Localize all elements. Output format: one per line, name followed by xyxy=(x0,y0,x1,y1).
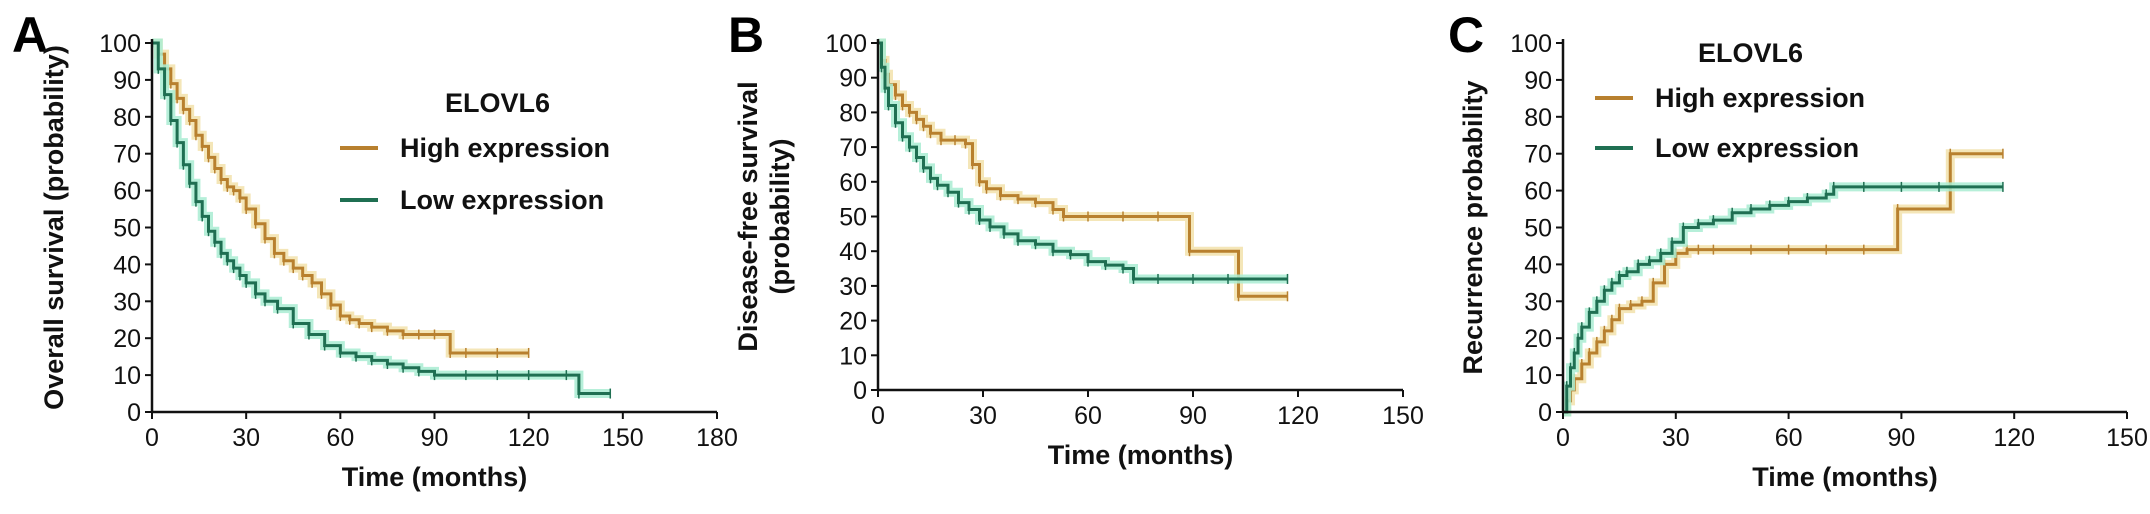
legend-label-high-c: High expression xyxy=(1655,83,1865,113)
y-axis-title-b-line-1: Disease-free survival xyxy=(733,81,763,351)
y-axis-title-a-line-1: Overall survival (probability) xyxy=(39,45,69,410)
legend-c: ELOVL6 High expression Low expression xyxy=(1595,38,1865,163)
y-tick-label: 0 xyxy=(853,377,867,405)
x-tick-label: 90 xyxy=(1887,424,1915,452)
panel-letter-a: A xyxy=(12,7,48,63)
y-tick-label: 30 xyxy=(113,288,141,316)
y-tick-label: 30 xyxy=(839,273,867,301)
y-tick-label: 80 xyxy=(839,99,867,127)
x-tick-label: 0 xyxy=(145,424,159,452)
line-low-expression-a xyxy=(152,41,611,396)
y-tick-label: 100 xyxy=(99,30,141,58)
x-tick-label: 120 xyxy=(508,424,550,452)
panel-letter-c: C xyxy=(1448,7,1484,63)
y-tick-label: 50 xyxy=(1524,215,1552,243)
series-layer-c xyxy=(1562,148,2004,417)
legend-label-low-c: Low expression xyxy=(1655,133,1859,163)
x-tick-label: 150 xyxy=(602,424,644,452)
y-tick-label: 20 xyxy=(839,308,867,336)
x-tick-label: 90 xyxy=(1179,402,1207,430)
legend-a: ELOVL6 High expression Low expression xyxy=(340,88,610,215)
axes-b: 0 10 20 30 40 50 60 70 80 90 100 0 30 60 90 120 150 Time … xyxy=(733,30,1424,470)
line-low-expression-b xyxy=(878,41,1288,281)
x-tick-label: 30 xyxy=(969,402,997,430)
x-tick-label: 120 xyxy=(1277,402,1319,430)
y-tick-label: 40 xyxy=(1524,251,1552,279)
line-low-expression-c xyxy=(1563,185,2003,414)
series-layer-b xyxy=(877,38,1289,302)
x-tick-label: 90 xyxy=(421,424,449,452)
y-tick-label: 40 xyxy=(839,238,867,266)
axes-a: 0 10 20 30 40 50 60 70 80 90 100 0 30 60 90 120 150 180 Ti… xyxy=(39,30,738,492)
y-tick-label: 10 xyxy=(839,342,867,370)
band-high-expression-c xyxy=(1562,149,2003,417)
x-tick-label: 0 xyxy=(1556,424,1570,452)
panel-c: C ELOVL6 High expression Low expression … xyxy=(1448,7,2148,492)
x-tick-label: 30 xyxy=(232,424,260,452)
x-tick-label: 150 xyxy=(1382,402,1424,430)
legend-label-high-a: High expression xyxy=(400,133,610,163)
y-tick-label: 40 xyxy=(113,251,141,279)
line-high-expression-c xyxy=(1563,152,2003,414)
y-tick-label: 70 xyxy=(1524,141,1552,169)
x-tick-label: 0 xyxy=(871,402,885,430)
y-tick-label: 50 xyxy=(839,204,867,232)
band-low-expression-c xyxy=(1562,182,2003,417)
panel-letter-b: B xyxy=(728,7,764,63)
x-tick-label: 60 xyxy=(1775,424,1803,452)
y-tick-label: 10 xyxy=(1524,362,1552,390)
x-axis-title-c: Time (months) xyxy=(1752,462,1938,492)
x-axis-title-a: Time (months) xyxy=(342,462,528,492)
x-tick-label: 30 xyxy=(1662,424,1690,452)
y-axis-title-b-line-2: (probability) xyxy=(765,139,795,295)
y-tick-label: 50 xyxy=(113,215,141,243)
y-tick-label: 100 xyxy=(825,30,867,58)
x-tick-label: 60 xyxy=(1074,402,1102,430)
panel-a: A ELOVL6 High expression Low expression … xyxy=(12,7,738,492)
y-tick-label: 70 xyxy=(839,134,867,162)
y-tick-label: 20 xyxy=(113,325,141,353)
y-tick-label: 10 xyxy=(113,362,141,390)
y-axis-title-c-line-1: Recurrence probability xyxy=(1458,80,1488,374)
y-tick-label: 30 xyxy=(1524,288,1552,316)
y-tick-label: 20 xyxy=(1524,325,1552,353)
band-low-expression-b xyxy=(877,38,1288,284)
y-tick-label: 100 xyxy=(1510,30,1552,58)
legend-title-c: ELOVL6 xyxy=(1698,38,1803,68)
y-tick-label: 60 xyxy=(113,178,141,206)
legend-label-low-a: Low expression xyxy=(400,185,604,215)
y-tick-label: 0 xyxy=(1538,399,1552,427)
x-tick-label: 150 xyxy=(2106,424,2148,452)
y-tick-label: 70 xyxy=(113,141,141,169)
y-tick-label: 90 xyxy=(113,67,141,95)
x-tick-label: 60 xyxy=(326,424,354,452)
y-tick-label: 60 xyxy=(839,169,867,197)
y-tick-label: 90 xyxy=(1524,67,1552,95)
axes-c: 0 10 20 30 40 50 60 70 80 90 100 0 30 60 90 120 150 Time … xyxy=(1458,30,2148,492)
y-tick-label: 60 xyxy=(1524,178,1552,206)
y-tick-label: 0 xyxy=(127,399,141,427)
x-tick-label: 120 xyxy=(1993,424,2035,452)
panel-b: B 0 10 20 30 40 50 60 70 80 90 100 0 30 60 90 120 150 Tim… xyxy=(728,7,1424,470)
y-tick-label: 90 xyxy=(839,65,867,93)
x-tick-label: 180 xyxy=(696,424,738,452)
series-layer-a xyxy=(152,38,612,399)
y-tick-label: 80 xyxy=(113,104,141,132)
x-axis-title-b: Time (months) xyxy=(1048,440,1234,470)
legend-title-a: ELOVL6 xyxy=(445,88,550,118)
y-tick-label: 80 xyxy=(1524,104,1552,132)
